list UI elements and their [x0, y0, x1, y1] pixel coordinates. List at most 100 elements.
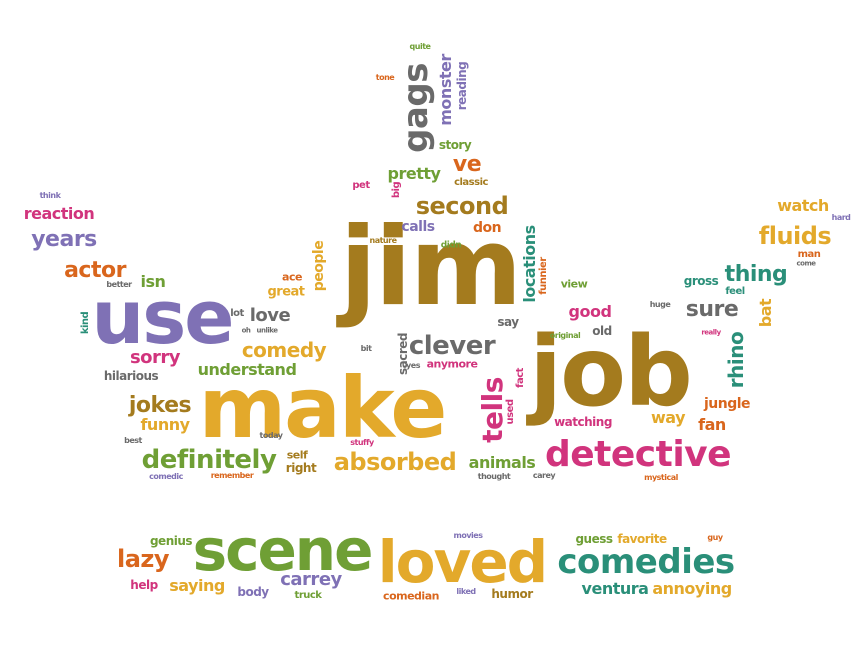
word-guess: guess: [575, 532, 613, 546]
word-annoying: annoying: [652, 579, 732, 598]
word-jokes: jokes: [128, 393, 192, 418]
word-quite: quite: [409, 42, 431, 51]
word-nature: nature: [369, 236, 397, 245]
word-funnier: funnier: [538, 257, 549, 295]
word-think: think: [39, 191, 61, 200]
word-watch: watch: [777, 196, 829, 215]
word-absorbed: absorbed: [333, 448, 457, 476]
word-way: way: [650, 408, 686, 427]
word-make: make: [198, 359, 448, 457]
word-truck: truck: [294, 590, 322, 601]
word-second: second: [415, 192, 509, 220]
word-isn: isn: [140, 272, 166, 291]
word-unlike: unlike: [256, 326, 278, 335]
word-comedies: comedies: [557, 542, 735, 582]
word-ve: ve: [452, 152, 482, 177]
word-carrey: carrey: [280, 569, 342, 590]
word-remember: remember: [210, 471, 254, 480]
word-help: help: [130, 578, 158, 592]
word-watching: watching: [554, 415, 612, 429]
word-definitely: definitely: [141, 445, 277, 475]
word-pet: pet: [352, 180, 370, 191]
word-comedian: comedian: [383, 589, 439, 603]
word-ace: ace: [282, 270, 302, 284]
word-fan: fan: [698, 415, 726, 434]
word-actor: actor: [64, 258, 126, 283]
word-mystical: mystical: [644, 473, 678, 482]
word-come: come: [796, 259, 817, 268]
word-didn: didn: [440, 240, 462, 251]
word-bat: bat: [756, 298, 775, 328]
word-body: body: [237, 585, 269, 599]
word-love: love: [249, 305, 291, 326]
word-saying: saying: [169, 576, 225, 595]
word-today: today: [259, 431, 283, 440]
word-carey: carey: [532, 471, 556, 480]
word-sure: sure: [685, 297, 739, 322]
word-old: old: [592, 324, 612, 338]
word-humor: humor: [491, 587, 533, 601]
word-original: original: [549, 331, 581, 340]
word-good: good: [568, 302, 612, 321]
word-locations: locations: [520, 225, 539, 303]
word-gross: gross: [683, 274, 719, 288]
word-kind: kind: [80, 311, 91, 335]
word-understand: understand: [197, 360, 297, 379]
word-monster: monster: [436, 54, 455, 126]
word-anymore: anymore: [426, 357, 478, 371]
word-favorite: favorite: [617, 532, 667, 546]
word-huge: huge: [649, 300, 671, 309]
word-funny: funny: [140, 415, 190, 434]
word-detective: detective: [544, 434, 732, 475]
word-hilarious: hilarious: [103, 369, 159, 383]
word-people: people: [311, 240, 327, 292]
word-man: man: [797, 249, 821, 260]
word-movies: movies: [453, 531, 483, 540]
word-ventura: ventura: [581, 579, 649, 598]
word-rhino: rhino: [724, 331, 748, 389]
word-story: story: [438, 138, 472, 152]
word-sorry: sorry: [129, 347, 181, 368]
word-hard: hard: [831, 213, 851, 222]
word-jim: jim: [339, 205, 523, 330]
word-oh: oh: [241, 326, 251, 335]
word-comedic: comedic: [149, 472, 183, 481]
word-guy: guy: [707, 533, 723, 542]
word-reaction: reaction: [23, 204, 95, 223]
word-years: years: [31, 227, 97, 252]
word-view: view: [560, 277, 588, 291]
word-used: used: [505, 399, 516, 425]
word-liked: liked: [456, 587, 476, 596]
word-right: right: [285, 461, 317, 475]
word-use: use: [91, 275, 235, 361]
word-stuffy: stuffy: [350, 438, 374, 447]
word-lot: lot: [230, 308, 244, 319]
word-fact: fact: [515, 368, 526, 388]
word-don: don: [472, 220, 502, 236]
word-best: best: [124, 436, 142, 445]
word-job: job: [529, 316, 693, 428]
word-tone: tone: [375, 73, 395, 82]
word-thought: thought: [477, 472, 511, 481]
word-self: self: [286, 448, 308, 462]
word-jungle: jungle: [703, 396, 751, 412]
word-better: better: [106, 280, 132, 289]
word-lazy: lazy: [116, 545, 170, 573]
word-tells: tells: [476, 377, 509, 443]
word-thing: thing: [724, 262, 788, 287]
word-reading: reading: [455, 61, 469, 111]
word-great: great: [267, 284, 305, 300]
word-comedy: comedy: [241, 338, 327, 362]
word-pretty: pretty: [387, 164, 441, 183]
word-calls: calls: [401, 219, 435, 235]
word-fluids: fluids: [758, 222, 832, 250]
word-say: say: [497, 315, 519, 329]
word-yes: yes: [406, 361, 420, 370]
word-feel: feel: [725, 286, 745, 297]
word-big: big: [391, 181, 402, 199]
word-classic: classic: [454, 177, 488, 188]
word-clever: clever: [408, 331, 496, 361]
word-really: really: [701, 328, 721, 337]
word-genius: genius: [149, 534, 193, 548]
